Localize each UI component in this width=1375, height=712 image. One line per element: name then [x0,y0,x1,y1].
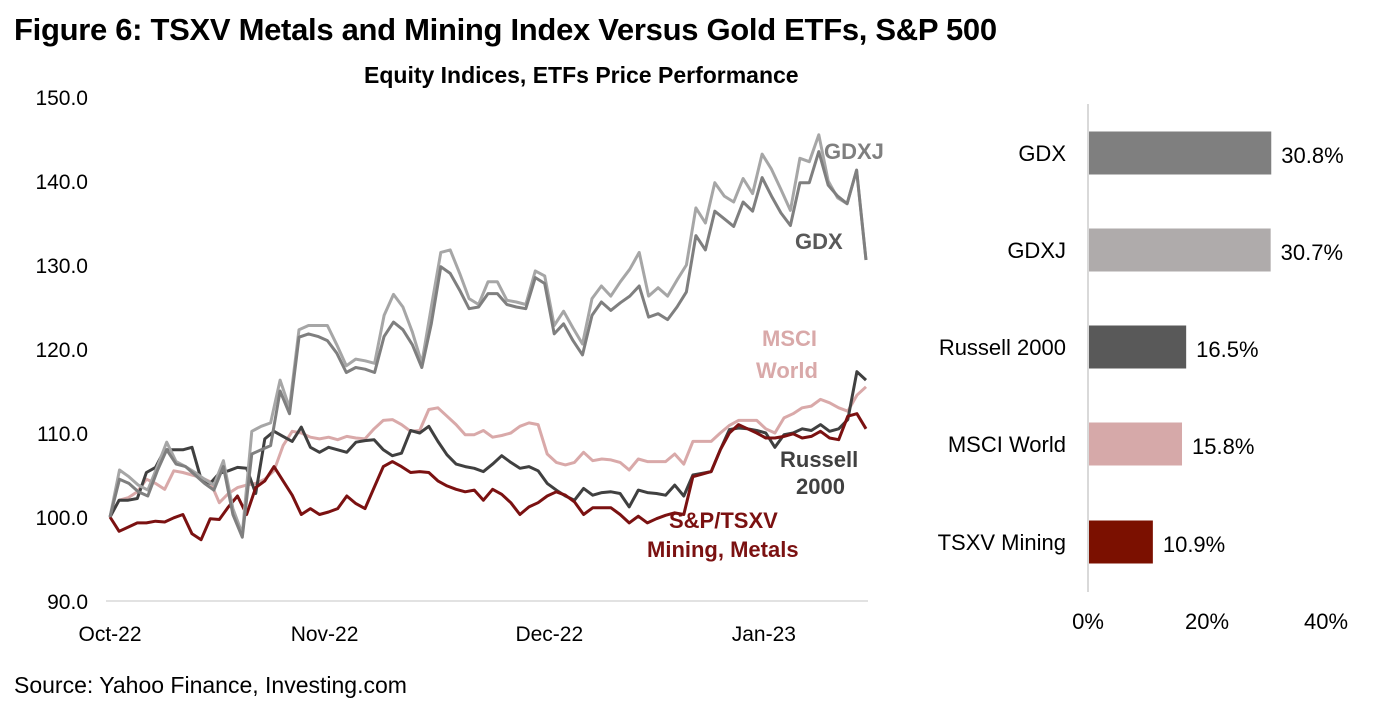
bar-value-label: 30.7% [1281,240,1343,265]
bar-value-label: 15.8% [1192,434,1254,459]
y-tick-label: 120.0 [35,339,88,362]
bar [1089,131,1272,175]
bar-value-label: 30.8% [1281,143,1343,168]
series-line-gdxj [108,133,868,536]
bar-category-label: GDXJ [1007,238,1066,263]
bar-category-label: MSCI World [948,432,1066,457]
y-tick-label: 150.0 [35,87,88,110]
y-tick-label: 130.0 [35,255,88,278]
bar-category-label: GDX [1018,141,1066,166]
x-tick-label: Jan-23 [732,623,796,646]
series-labels: GDXJ GDX MSCI World Russell 2000 S&P/TSX… [647,139,884,562]
series-lines [108,133,868,542]
bar-row: MSCI World 15.8% [948,422,1254,466]
series-label-russell-1: Russell [780,447,858,472]
series-label-msci-world-2: World [756,358,818,383]
series-label-gdx: GDX [795,229,843,254]
bar-value-label: 10.9% [1163,532,1225,557]
bar-category-label: Russell 2000 [939,335,1066,360]
bar-x-tick-label: 20% [1185,609,1229,634]
figure-title: Figure 6: TSXV Metals and Mining Index V… [14,12,997,47]
series-label-gdxj: GDXJ [824,139,884,164]
bar-row: GDXJ 30.7% [1007,228,1343,272]
y-tick-label: 140.0 [35,171,88,194]
source-note: Source: Yahoo Finance, Investing.com [14,672,407,698]
y-axis-ticks: 90.0 100.0 110.0 120.0 130.0 140.0 150.0 [35,87,88,614]
bar-x-tick-label: 0% [1072,609,1104,634]
line-chart: 90.0 100.0 110.0 120.0 130.0 140.0 150.0 Oct-2… [35,87,883,646]
bar-x-tick-label: 40% [1304,609,1348,634]
series-line-gdx [108,150,868,539]
series-line-msci-world [108,385,868,518]
bar-row: GDX 30.8% [1018,131,1344,175]
x-tick-label: Dec-22 [515,623,583,646]
bar [1089,422,1183,466]
bar [1089,228,1271,272]
series-label-msci-world-1: MSCI [762,326,817,351]
bar [1089,325,1187,369]
series-label-tsxv-1: S&P/TSXV [669,508,778,533]
line-chart-title: Equity Indices, ETFs Price Performance [364,62,799,88]
bar-chart: GDX 30.8% GDXJ 30.7% Russell 2000 16.5% MSCI W… [938,104,1348,634]
x-tick-label: Oct-22 [78,623,141,646]
bars: GDX 30.8% GDXJ 30.7% Russell 2000 16.5% MSCI W… [938,131,1344,564]
bar-row: Russell 2000 16.5% [939,325,1259,369]
x-axis-ticks: Oct-22 Nov-22 Dec-22 Jan-23 [78,623,795,646]
series-line-s-p-tsxv-mining-metals [108,412,868,542]
y-tick-label: 110.0 [37,423,88,446]
bar-x-axis-ticks: 0% 20% 40% [1072,609,1348,634]
bar-category-label: TSXV Mining [938,530,1066,555]
bar-value-label: 16.5% [1196,337,1258,362]
series-label-russell-2: 2000 [796,474,845,499]
y-tick-label: 100.0 [35,507,88,530]
series-label-tsxv-2: Mining, Metals [647,537,799,562]
x-tick-label: Nov-22 [291,623,359,646]
y-tick-label: 90.0 [47,591,88,614]
bar [1089,520,1153,564]
bar-row: TSXV Mining 10.9% [938,520,1225,564]
series-line-russell-2000 [108,370,868,518]
